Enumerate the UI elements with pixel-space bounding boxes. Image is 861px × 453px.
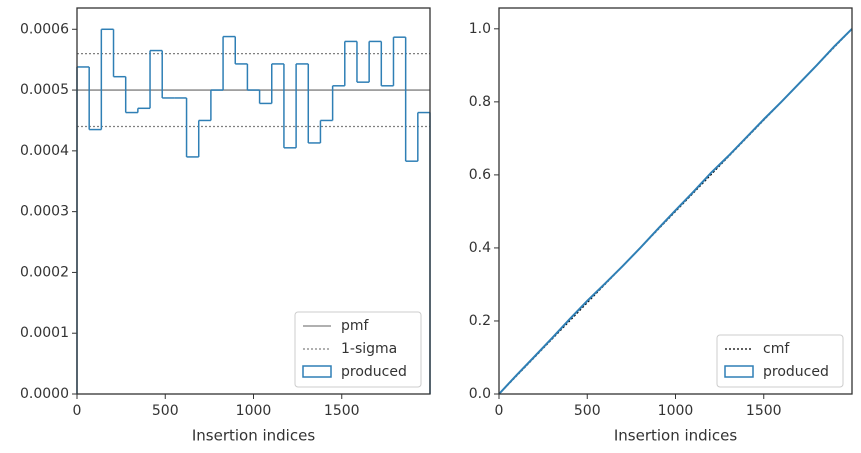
y-tick-label: 0.0005 <box>20 82 69 98</box>
y-tick-label: 0.0 <box>469 386 491 402</box>
legend-label: 1-sigma <box>341 341 397 357</box>
legend-label: produced <box>763 364 829 380</box>
y-tick-label: 0.2 <box>469 313 491 329</box>
x-axis-label: Insertion indices <box>614 427 737 445</box>
x-tick-label: 500 <box>152 403 179 419</box>
plot-frame <box>76 7 431 395</box>
x-axis-label: Insertion indices <box>192 427 315 445</box>
y-tick-label: 0.0001 <box>20 325 69 341</box>
x-tick-label: 1000 <box>236 403 272 419</box>
legend: cmf produced <box>716 334 844 388</box>
y-tick-label: 1.0 <box>469 21 491 37</box>
y-tick-label: 0.0004 <box>20 143 69 159</box>
y-tick-label: 0.4 <box>469 240 491 256</box>
legend-label: pmf <box>341 318 370 334</box>
x-tick-label: 0 <box>495 403 504 419</box>
x-tick-label: 0 <box>73 403 82 419</box>
y-tick-label: 0.0003 <box>20 204 69 220</box>
y-tick-label: 0.8 <box>469 94 491 110</box>
y-tick-label: 0.0000 <box>20 386 69 402</box>
legend-swatch <box>302 365 332 378</box>
x-tick-label: 1500 <box>746 403 782 419</box>
legend-box <box>716 334 844 388</box>
y-tick-label: 0.6 <box>469 167 491 183</box>
legend-swatch <box>724 365 754 378</box>
legend-label: produced <box>341 364 407 380</box>
x-tick-label: 1500 <box>324 403 360 419</box>
line-series <box>498 28 853 395</box>
legend-label: cmf <box>763 341 790 357</box>
y-tick-label: 0.0002 <box>20 264 69 280</box>
y-tick-label: 0.0006 <box>20 21 69 37</box>
x-tick-label: 500 <box>574 403 601 419</box>
x-tick-label: 1000 <box>658 403 694 419</box>
legend: pmf 1-sigma produced <box>294 311 422 388</box>
legend-box <box>294 311 422 388</box>
plot-frame <box>498 7 853 395</box>
